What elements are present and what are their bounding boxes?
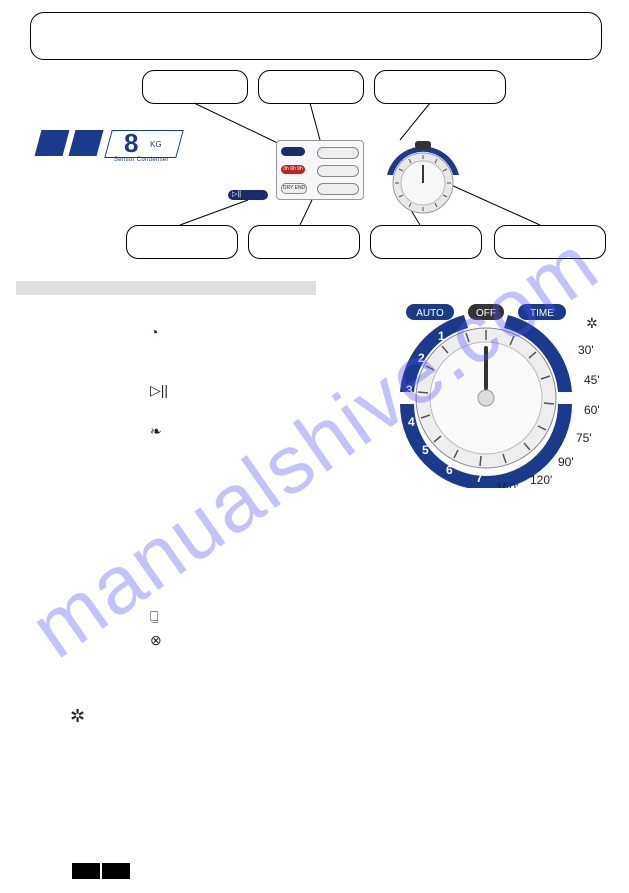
cool-air-icon: ✲	[70, 706, 85, 727]
svg-text:75': 75'	[576, 431, 592, 445]
start-pause-icon: ▷||	[150, 382, 168, 399]
capacity-value: 8	[124, 128, 138, 159]
svg-text:OFF: OFF	[476, 308, 496, 319]
svg-text:30': 30'	[578, 343, 594, 357]
capacity-subtitle: Sensor Condenser	[114, 157, 169, 163]
capacity-badge: 8 KG Sensor Condenser	[38, 130, 193, 160]
svg-text:2: 2	[418, 351, 425, 365]
svg-text:6: 6	[446, 463, 453, 477]
svg-text:45': 45'	[584, 373, 600, 387]
filter-icon: ⊗	[150, 632, 162, 649]
section-heading-bar	[16, 281, 316, 295]
svg-text:✲: ✲	[586, 315, 598, 331]
start-pause-button	[228, 190, 268, 200]
svg-text:90': 90'	[558, 455, 574, 469]
page-marker-2	[102, 863, 130, 879]
svg-text:TIME: TIME	[530, 308, 554, 319]
svg-text:60': 60'	[584, 403, 600, 417]
svg-text:AUTO: AUTO	[416, 308, 444, 319]
anti-crease-icon: ❧	[150, 423, 162, 440]
svg-text:4: 4	[408, 415, 415, 429]
program-dial-large: AUTO OFF TIME ✲ 1 2 3 4 5 6 7 30' 45' 60…	[376, 298, 606, 488]
delay-start-icon: ◔	[150, 324, 158, 340]
progress-label: DRY END	[281, 183, 307, 194]
svg-text:AUTO: AUTO	[398, 142, 412, 148]
svg-text:3: 3	[406, 383, 413, 397]
svg-text:7: 7	[476, 471, 483, 485]
svg-text:5: 5	[422, 443, 429, 457]
svg-text:150': 150'	[496, 481, 518, 488]
svg-text:1: 1	[438, 329, 445, 343]
button-panel: 3h 6h 9h DRY END	[276, 140, 364, 200]
delay-label: 3h 6h 9h	[281, 165, 305, 174]
water-tank-icon: ⎕̲	[150, 608, 158, 625]
capacity-unit: KG	[150, 140, 162, 149]
svg-text:TIME: TIME	[440, 142, 453, 148]
svg-text:120': 120'	[530, 473, 552, 487]
page-marker-1	[72, 863, 100, 879]
program-dial-small: AUTO TIME	[380, 138, 466, 224]
